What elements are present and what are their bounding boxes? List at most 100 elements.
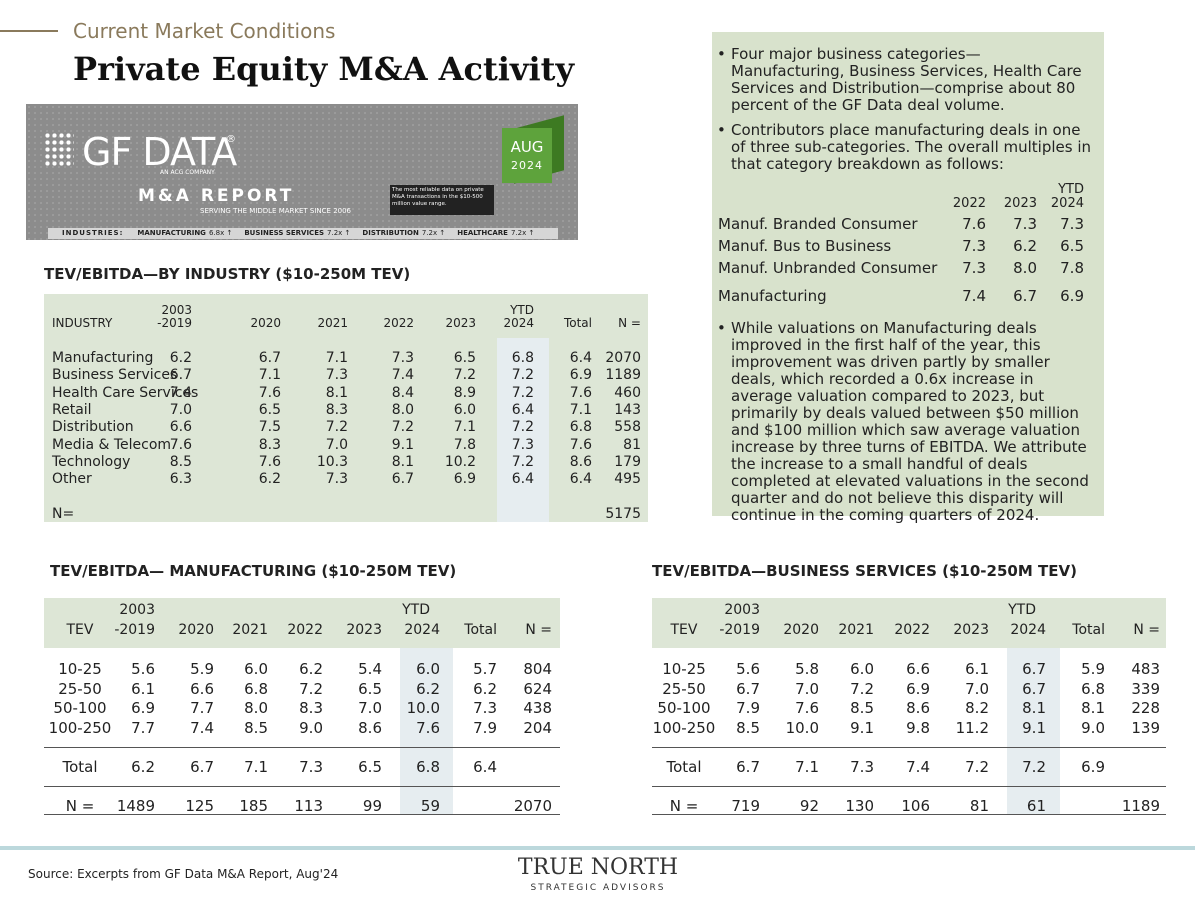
- sub-cell: 7.6: [962, 215, 986, 233]
- total-value: 5175: [605, 506, 641, 522]
- bullet-text: Contributors place manufacturing deals i…: [731, 121, 1092, 173]
- column-header: 2003: [119, 602, 155, 618]
- bullet-dot: •: [717, 45, 726, 63]
- bullet-dot: •: [717, 121, 726, 139]
- column-header: INDUSTRY: [52, 316, 113, 330]
- sub-cell: 8.0: [1013, 259, 1037, 277]
- banner: [26, 104, 578, 240]
- badge-year: 2024: [511, 159, 543, 172]
- table-cell: 7.6: [169, 436, 192, 453]
- table-cell: 7.2: [511, 453, 534, 470]
- sub-total-cell: 6.7: [1013, 287, 1037, 305]
- rule: [44, 814, 560, 815]
- table-cell: 8.3: [258, 436, 281, 453]
- table-cell: 6.9: [906, 679, 930, 698]
- table-cell: 7.0: [358, 699, 382, 718]
- table-cell: 1489: [116, 797, 155, 815]
- table-cell: 6.2: [258, 471, 281, 488]
- table-cell: 7.3: [391, 350, 414, 366]
- table-cell: 7.9: [736, 699, 760, 718]
- sub-cell: 7.3: [962, 237, 986, 255]
- table-cell: 6.2: [131, 758, 155, 776]
- table-cell: 5.6: [131, 660, 155, 678]
- table-cell: 438: [523, 699, 552, 718]
- table-cell: 2070: [513, 797, 552, 815]
- table-cell: 7.6: [569, 436, 592, 453]
- table-cell: 7.1: [244, 758, 268, 776]
- table-cell: 7.5: [258, 419, 281, 436]
- table-cell: 7.1: [258, 367, 281, 384]
- table-cell: 9.1: [391, 436, 414, 453]
- table-cell: 6.1: [131, 679, 155, 698]
- table-cell: 8.2: [965, 699, 989, 718]
- table-cell: 804: [523, 660, 552, 678]
- badge: [502, 128, 552, 183]
- table-cell: 7.2: [325, 419, 348, 436]
- column-header: N =: [525, 622, 552, 638]
- table-cell: 558: [614, 419, 641, 436]
- column-header: 2020: [178, 622, 214, 638]
- table-cell: 7.2: [850, 679, 874, 698]
- table-cell: 7.6: [258, 384, 281, 401]
- table-cell: 8.5: [850, 699, 874, 718]
- table-cell: 81: [623, 436, 641, 453]
- column-header: 2024: [503, 316, 534, 330]
- table-cell: 9.8: [906, 719, 930, 738]
- column-header: 2003: [161, 303, 192, 317]
- row-label: N =: [65, 797, 95, 815]
- table-cell: 6.8: [244, 679, 268, 698]
- table-cell: 6.9: [131, 699, 155, 718]
- table-cell: 6.7: [1022, 660, 1046, 678]
- parent-company: AN ACG COMPANY: [160, 169, 215, 176]
- column-header: 2020: [783, 622, 819, 638]
- sub-total-cell: 6.9: [1060, 287, 1084, 305]
- industry-value: 7.2x ↑: [510, 229, 535, 237]
- table-cell: 6.8: [569, 419, 592, 436]
- table-cell: 5.9: [190, 660, 214, 678]
- table-cell: 6.0: [244, 660, 268, 678]
- table-cell: 6.9: [569, 367, 592, 384]
- table-cell: 6.8: [1081, 679, 1105, 698]
- ytd-highlight: [400, 648, 453, 815]
- rule: [652, 747, 1166, 748]
- rule: [652, 814, 1166, 815]
- rule: [44, 747, 560, 748]
- table-cell: 5.7: [473, 660, 497, 678]
- table-cell: 6.2: [416, 679, 440, 698]
- row-label: 10-25: [58, 660, 102, 678]
- row-label: 10-25: [662, 660, 706, 678]
- sub-row-label: Manuf. Unbranded Consumer: [718, 259, 938, 277]
- sub-row-label: Manuf. Bus to Business: [718, 237, 892, 255]
- table-cell: 5.9: [1081, 660, 1105, 678]
- table-cell: 7.3: [325, 471, 348, 488]
- table-cell: 9.1: [1022, 719, 1046, 738]
- table-cell: 8.4: [391, 384, 414, 401]
- table-cell: 7.4: [906, 758, 930, 776]
- table-cell: 10.0: [785, 719, 819, 738]
- table-cell: 143: [614, 401, 641, 418]
- table-cell: 7.2: [965, 758, 989, 776]
- page-title: Private Equity M&A Activity: [73, 50, 575, 88]
- table-cell: 8.5: [244, 719, 268, 738]
- table-cell: 7.3: [325, 367, 348, 384]
- table-cell: 495: [614, 471, 641, 488]
- brand: TRUE NORTH: [517, 855, 679, 880]
- table-cell: 624: [523, 679, 552, 698]
- sub-cell: 6.2: [1013, 237, 1037, 255]
- column-header: 2021: [838, 622, 874, 638]
- row-label: Media & Telecom: [52, 436, 172, 453]
- table-cell: 7.0: [325, 436, 348, 453]
- column-header: -2019: [114, 622, 155, 638]
- rule: [44, 786, 560, 787]
- column-header: -2019: [719, 622, 760, 638]
- brand-sub: STRATEGIC ADVISORS: [530, 883, 666, 893]
- column-header: Total: [1072, 622, 1105, 638]
- table-cell: 6.5: [358, 679, 382, 698]
- table-cell: 10.2: [444, 453, 476, 470]
- industry-name: MANUFACTURING: [137, 229, 206, 237]
- table-cell: 7.3: [473, 699, 497, 718]
- registered: ®: [226, 134, 236, 145]
- column-header: YTD: [1008, 602, 1036, 618]
- bullet-text: Four major business categories—Manufactu…: [731, 45, 1082, 114]
- column-header: 2023: [953, 622, 989, 638]
